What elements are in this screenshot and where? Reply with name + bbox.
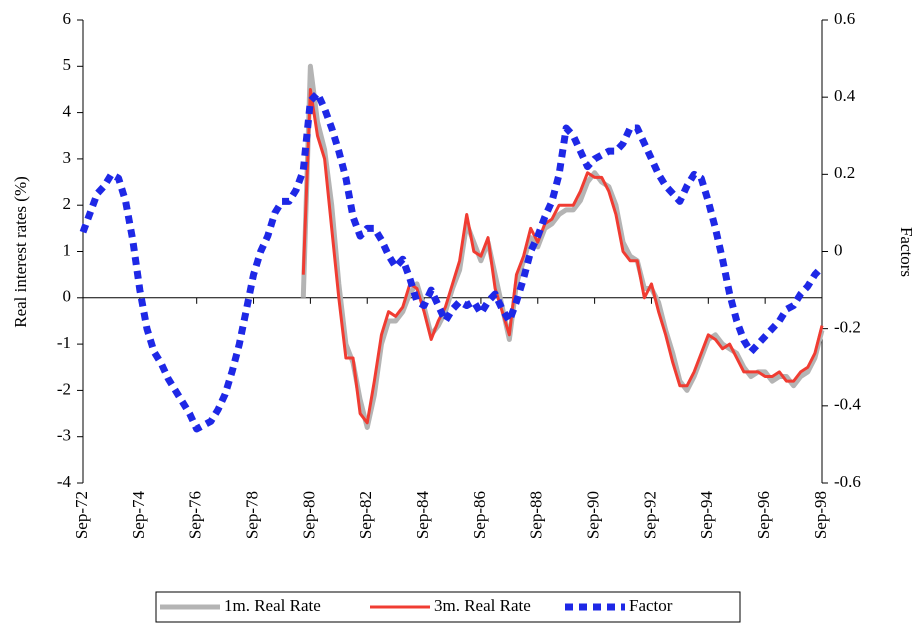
y-tick-label: 0 — [63, 287, 72, 306]
y-axis-label: Real interest rates (%) — [11, 176, 30, 328]
x-tick-label: Sep-76 — [186, 491, 205, 539]
x-tick-label: Sep-94 — [697, 491, 716, 540]
y2-tick-label: -0.6 — [834, 472, 861, 491]
legend-label: 1m. Real Rate — [224, 596, 321, 615]
legend-box — [155, 591, 741, 623]
y2-tick-label: 0.6 — [834, 9, 855, 28]
y-tick-label: -3 — [57, 426, 71, 445]
x-tick-label: Sep-92 — [640, 491, 659, 539]
y-tick-label: -4 — [57, 472, 72, 491]
y-tick-label: -2 — [57, 379, 71, 398]
y-tick-label: 5 — [63, 55, 72, 74]
legend-label: 3m. Real Rate — [434, 596, 531, 615]
x-tick-label: Sep-88 — [527, 491, 546, 539]
y2-tick-label: 0.2 — [834, 163, 855, 182]
y2-tick-label: 0 — [834, 240, 843, 259]
series-line — [79, 89, 825, 433]
series-line — [301, 87, 824, 425]
y2-axis-label: Factors — [897, 227, 916, 277]
y2-tick-label: -0.4 — [834, 395, 861, 414]
legend-label: Factor — [629, 596, 673, 615]
y-tick-label: 6 — [63, 9, 72, 28]
x-tick-label: Sep-74 — [129, 491, 148, 540]
x-tick-label: Sep-80 — [299, 491, 318, 539]
y2-tick-label: 0.4 — [834, 86, 856, 105]
x-tick-label: Sep-82 — [356, 491, 375, 539]
y-tick-label: 4 — [63, 102, 72, 121]
x-tick-label: Sep-72 — [72, 491, 91, 539]
y-tick-label: 1 — [63, 240, 72, 259]
y-tick-label: 2 — [63, 194, 72, 213]
x-tick-label: Sep-78 — [242, 491, 261, 539]
x-tick-label: Sep-90 — [584, 491, 603, 539]
y2-tick-label: -0.2 — [834, 318, 861, 337]
y-tick-label: 3 — [63, 148, 72, 167]
y-tick-label: -1 — [57, 333, 71, 352]
x-tick-label: Sep-84 — [413, 491, 432, 540]
x-tick-label: Sep-98 — [811, 491, 830, 539]
x-tick-label: Sep-86 — [470, 491, 489, 539]
x-tick-label: Sep-96 — [754, 491, 773, 539]
